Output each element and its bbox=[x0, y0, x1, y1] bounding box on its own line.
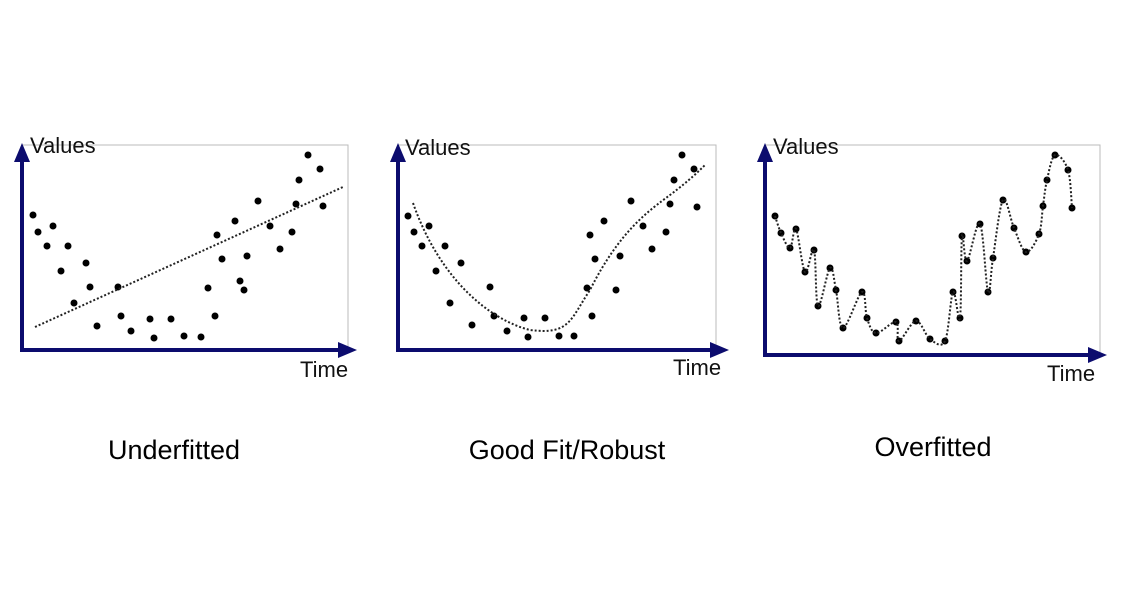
point bbox=[146, 315, 154, 323]
point bbox=[425, 222, 433, 230]
point bbox=[319, 202, 327, 210]
point bbox=[432, 267, 440, 275]
point bbox=[666, 200, 674, 208]
point bbox=[57, 267, 65, 275]
fit-line bbox=[34, 186, 344, 328]
x-label: Time bbox=[300, 357, 348, 382]
point bbox=[457, 259, 465, 267]
point bbox=[486, 283, 494, 291]
point bbox=[292, 200, 300, 208]
point bbox=[82, 259, 90, 267]
point bbox=[690, 165, 698, 173]
point bbox=[639, 222, 647, 230]
point bbox=[678, 151, 686, 159]
point bbox=[266, 222, 274, 230]
arrow bbox=[710, 342, 729, 358]
arrow bbox=[757, 143, 773, 162]
point bbox=[49, 222, 57, 230]
point bbox=[218, 255, 226, 263]
point bbox=[541, 314, 549, 322]
point bbox=[211, 312, 219, 320]
point bbox=[591, 255, 599, 263]
y-label: Values bbox=[405, 135, 471, 160]
caption: Underfitted bbox=[108, 435, 240, 465]
point bbox=[304, 151, 312, 159]
arrow bbox=[14, 143, 30, 162]
point bbox=[231, 217, 239, 225]
point bbox=[586, 231, 594, 239]
point bbox=[418, 242, 426, 250]
point bbox=[276, 245, 284, 253]
point bbox=[1039, 202, 1047, 210]
point bbox=[490, 312, 498, 320]
point bbox=[832, 286, 840, 294]
x-label: Time bbox=[673, 355, 721, 380]
point bbox=[588, 312, 596, 320]
point bbox=[236, 277, 244, 285]
point bbox=[863, 314, 871, 322]
caption: Overfitted bbox=[874, 432, 991, 462]
point bbox=[670, 176, 678, 184]
point bbox=[555, 332, 563, 340]
point bbox=[524, 333, 532, 341]
point bbox=[810, 246, 818, 254]
point bbox=[441, 242, 449, 250]
point bbox=[839, 324, 847, 332]
point bbox=[86, 283, 94, 291]
point bbox=[410, 228, 418, 236]
point bbox=[204, 284, 212, 292]
point bbox=[64, 242, 72, 250]
point bbox=[446, 299, 454, 307]
y-label: Values bbox=[773, 134, 839, 159]
fit-curve bbox=[412, 164, 706, 332]
x-label: Time bbox=[1047, 361, 1095, 386]
point bbox=[197, 333, 205, 341]
point bbox=[150, 334, 158, 342]
arrow bbox=[338, 342, 357, 358]
point bbox=[70, 299, 78, 307]
point bbox=[693, 203, 701, 211]
fit-curve bbox=[774, 153, 1073, 346]
point bbox=[814, 302, 822, 310]
point bbox=[600, 217, 608, 225]
point bbox=[404, 212, 412, 220]
point bbox=[520, 314, 528, 322]
point bbox=[662, 228, 670, 236]
point bbox=[213, 231, 221, 239]
point bbox=[117, 312, 125, 320]
point bbox=[616, 252, 624, 260]
point bbox=[627, 197, 635, 205]
arrow bbox=[1088, 347, 1107, 363]
point bbox=[316, 165, 324, 173]
point bbox=[777, 229, 785, 237]
point bbox=[583, 284, 591, 292]
point bbox=[167, 315, 175, 323]
point bbox=[288, 228, 296, 236]
point bbox=[926, 335, 934, 343]
arrow bbox=[390, 143, 406, 162]
caption: Good Fit/Robust bbox=[469, 435, 666, 465]
point bbox=[243, 252, 251, 260]
point bbox=[29, 211, 37, 219]
point bbox=[254, 197, 262, 205]
point bbox=[648, 245, 656, 253]
y-label: Values bbox=[30, 133, 96, 158]
point bbox=[295, 176, 303, 184]
point bbox=[570, 332, 578, 340]
point bbox=[93, 322, 101, 330]
point bbox=[612, 286, 620, 294]
point bbox=[127, 327, 135, 335]
point bbox=[180, 332, 188, 340]
point bbox=[43, 242, 51, 250]
point bbox=[240, 286, 248, 294]
point bbox=[1068, 204, 1076, 212]
point bbox=[468, 321, 476, 329]
point bbox=[503, 327, 511, 335]
point bbox=[34, 228, 42, 236]
